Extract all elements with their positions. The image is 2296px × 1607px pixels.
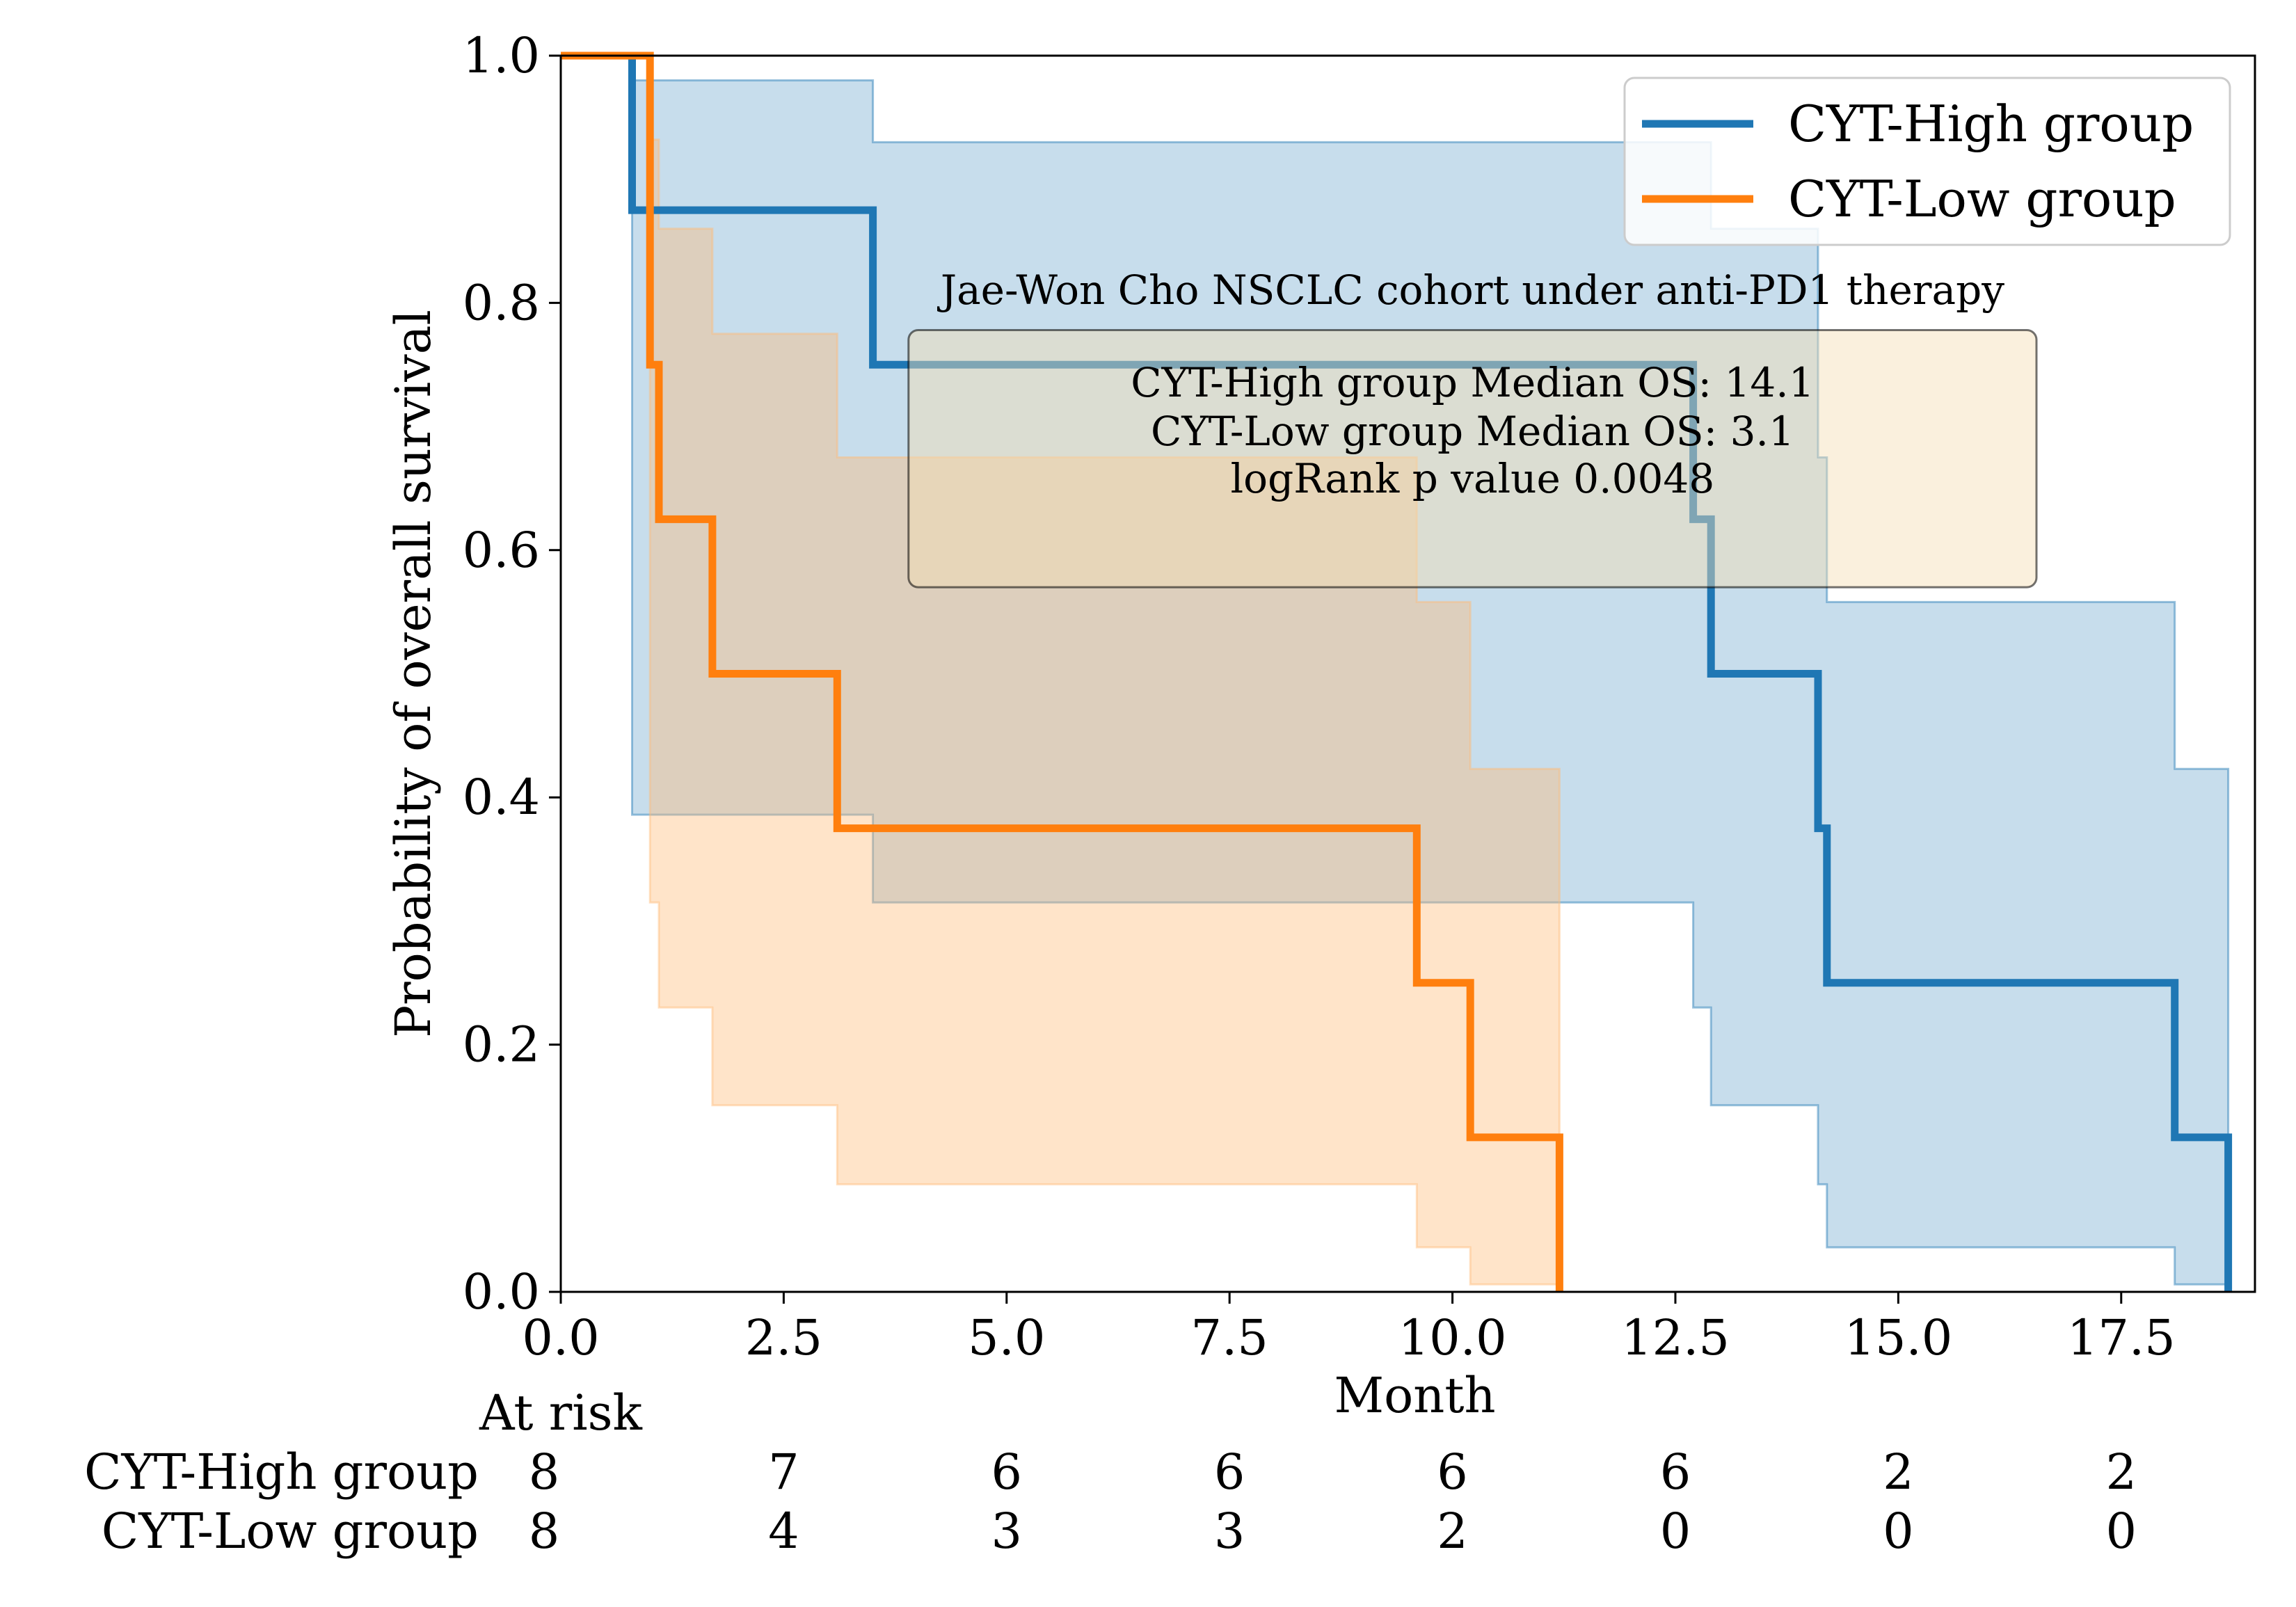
at-risk-count: 6 bbox=[1660, 1444, 1691, 1501]
x-tick-label: 2.5 bbox=[745, 1309, 822, 1366]
x-tick-label: 0.0 bbox=[522, 1309, 599, 1366]
axes: 0.0 2.5 5.0 7.5 10.0 12.5 15.0 17.5 0.0 0.2 0.4 0.6… bbox=[385, 27, 2256, 1424]
x-tick-label: 17.5 bbox=[2067, 1309, 2176, 1366]
annotation-line: CYT-Low group Median OS: 3.1 bbox=[1151, 408, 1794, 455]
x-axis-title: Month bbox=[1334, 1367, 1495, 1424]
at-risk-count: 3 bbox=[1214, 1503, 1245, 1560]
annotation-line: CYT-High group Median OS: 14.1 bbox=[1131, 359, 1814, 406]
y-tick-label: 0.8 bbox=[463, 274, 540, 331]
y-axis-title: Probability of overall survival bbox=[385, 310, 442, 1038]
legend: CYT-High group CYT-Low group bbox=[1623, 77, 2231, 246]
legend-label: CYT-High group bbox=[1788, 95, 2194, 153]
cyt-high-groupsurvival-line bbox=[561, 51, 2233, 1292]
at-risk-row-label: CYT-High group bbox=[84, 1444, 479, 1501]
at-risk-count: 7 bbox=[768, 1444, 799, 1501]
at-risk-count: 0 bbox=[1883, 1503, 1914, 1560]
x-tick-label: 7.5 bbox=[1191, 1309, 1268, 1366]
annotation-box-frame bbox=[907, 328, 2038, 589]
survival-curves bbox=[561, 51, 2233, 1292]
at-risk-row-label: CYT-Low group bbox=[102, 1503, 479, 1560]
x-tick-label: 10.0 bbox=[1398, 1309, 1507, 1366]
y-tick-label: 0.0 bbox=[463, 1263, 540, 1320]
annotation-title: Jae-Won Cho NSCLC cohort under anti-PD1 … bbox=[937, 266, 2004, 314]
at-risk-count: 2 bbox=[1437, 1503, 1468, 1560]
legend-label: CYT-Low group bbox=[1788, 170, 2176, 228]
x-tick-label: 15.0 bbox=[1844, 1309, 1952, 1366]
at-risk-count: 0 bbox=[2105, 1503, 2137, 1560]
at-risk-count: 0 bbox=[1660, 1503, 1691, 1560]
at-risk-count: 3 bbox=[991, 1503, 1023, 1560]
cyt-low-groupsurvival-line bbox=[561, 51, 1563, 1292]
annotation-line: logRank p value 0.0048 bbox=[1231, 455, 1715, 502]
at-risk-count: 6 bbox=[1214, 1444, 1245, 1501]
at-risk-count: 6 bbox=[991, 1444, 1023, 1501]
y-tick-label: 0.6 bbox=[463, 522, 540, 579]
plot-frame bbox=[559, 54, 2256, 1293]
at-risk-count: 2 bbox=[1883, 1444, 1914, 1501]
at-risk-count: 8 bbox=[529, 1444, 560, 1501]
x-tick-label: 5.0 bbox=[968, 1309, 1045, 1366]
cyt-low-groupconfidence-band bbox=[561, 54, 1561, 1286]
y-tick-label: 0.2 bbox=[463, 1016, 540, 1073]
at-risk-count: 4 bbox=[768, 1503, 799, 1560]
x-tick-label: 12.5 bbox=[1621, 1309, 1730, 1366]
annotation-box: Jae-Won Cho NSCLC cohort under anti-PD1 … bbox=[907, 266, 2038, 589]
at-risk-count: 2 bbox=[2105, 1444, 2137, 1501]
at-risk-title: At risk bbox=[479, 1384, 642, 1441]
y-tick-label: 0.4 bbox=[463, 769, 540, 826]
y-tick-label: 1.0 bbox=[463, 27, 540, 84]
at-risk-count: 8 bbox=[529, 1503, 560, 1560]
at-risk-count: 6 bbox=[1437, 1444, 1468, 1501]
legend-frame bbox=[1623, 77, 2231, 246]
